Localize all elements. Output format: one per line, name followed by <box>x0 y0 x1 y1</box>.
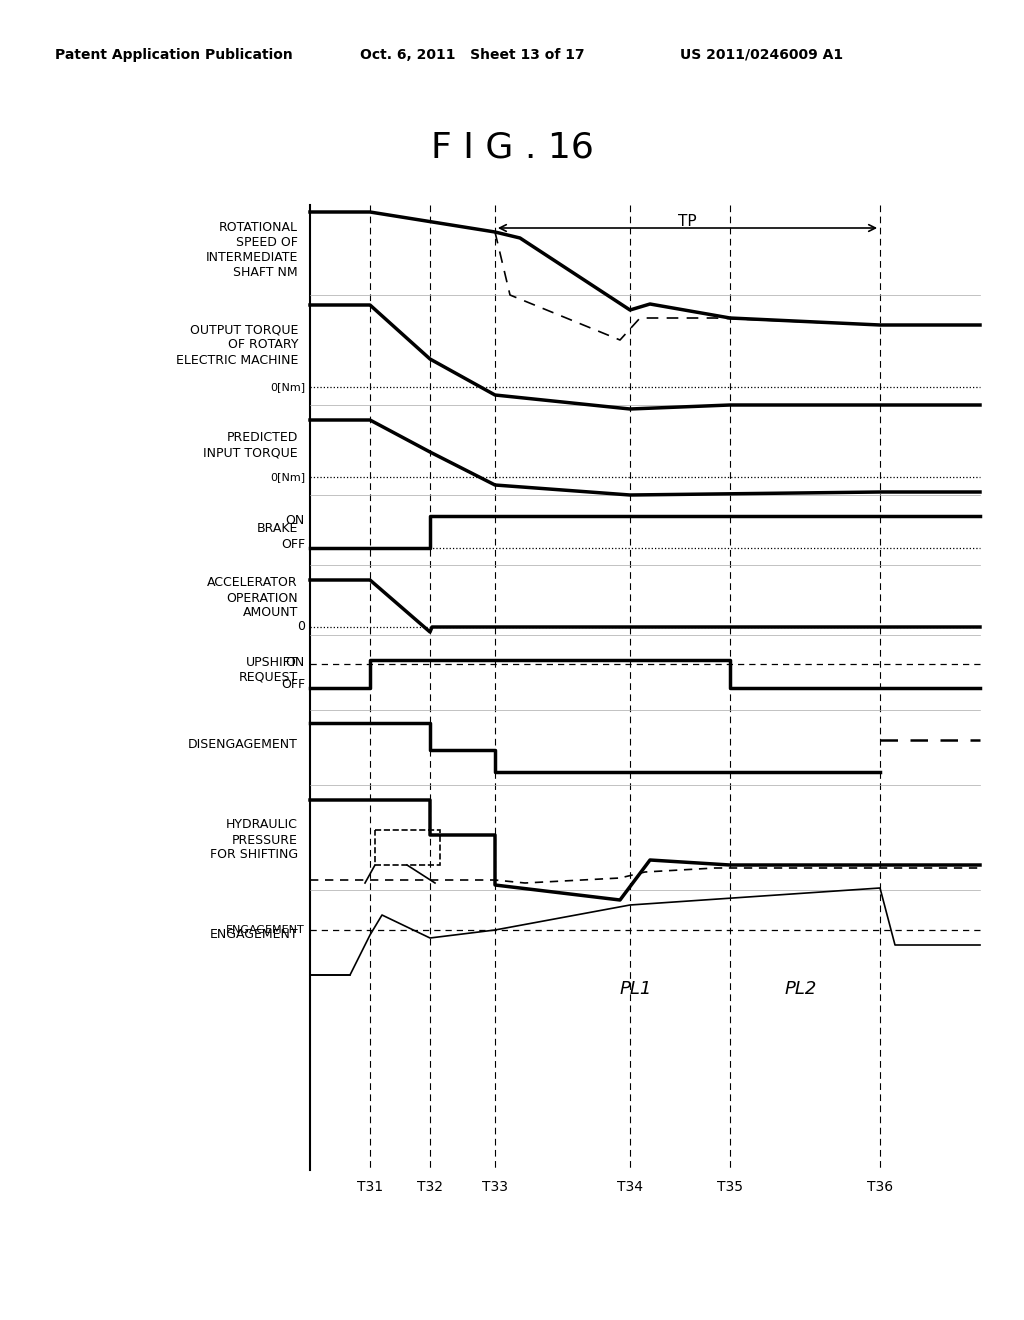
Text: ENGAGEMENT: ENGAGEMENT <box>209 928 298 941</box>
Text: 0: 0 <box>297 620 305 634</box>
Text: T32: T32 <box>417 1180 443 1195</box>
Text: PREDICTED
INPUT TORQUE: PREDICTED INPUT TORQUE <box>204 432 298 459</box>
Text: OFF: OFF <box>281 537 305 550</box>
Text: 0[Nm]: 0[Nm] <box>270 381 305 392</box>
Text: BRAKE: BRAKE <box>257 521 298 535</box>
Text: T36: T36 <box>867 1180 893 1195</box>
Text: DISENGAGEMENT: DISENGAGEMENT <box>188 738 298 751</box>
Text: T35: T35 <box>717 1180 743 1195</box>
Text: T31: T31 <box>357 1180 383 1195</box>
Text: HYDRAULIC
PRESSURE
FOR SHIFTING: HYDRAULIC PRESSURE FOR SHIFTING <box>210 818 298 862</box>
Bar <box>375 830 440 865</box>
Text: F I G . 16: F I G . 16 <box>430 129 594 164</box>
Text: PL2: PL2 <box>785 979 817 998</box>
Text: OFF: OFF <box>281 677 305 690</box>
Text: UPSHIFT
REQUEST: UPSHIFT REQUEST <box>239 656 298 684</box>
Text: Patent Application Publication: Patent Application Publication <box>55 48 293 62</box>
Text: 0[Nm]: 0[Nm] <box>270 473 305 482</box>
Text: Oct. 6, 2011   Sheet 13 of 17: Oct. 6, 2011 Sheet 13 of 17 <box>360 48 585 62</box>
Text: ENGAGEMENT: ENGAGEMENT <box>226 925 305 935</box>
Text: TP: TP <box>678 214 696 228</box>
Text: T33: T33 <box>482 1180 508 1195</box>
Text: OUTPUT TORQUE
OF ROTARY
ELECTRIC MACHINE: OUTPUT TORQUE OF ROTARY ELECTRIC MACHINE <box>176 323 298 367</box>
Text: PL1: PL1 <box>620 979 652 998</box>
Text: ON: ON <box>286 513 305 527</box>
Text: ON: ON <box>286 656 305 668</box>
Text: T34: T34 <box>617 1180 643 1195</box>
Text: ROTATIONAL
SPEED OF
INTERMEDIATE
SHAFT NM: ROTATIONAL SPEED OF INTERMEDIATE SHAFT N… <box>206 220 298 279</box>
Text: ACCELERATOR
OPERATION
AMOUNT: ACCELERATOR OPERATION AMOUNT <box>208 577 298 619</box>
Text: US 2011/0246009 A1: US 2011/0246009 A1 <box>680 48 843 62</box>
